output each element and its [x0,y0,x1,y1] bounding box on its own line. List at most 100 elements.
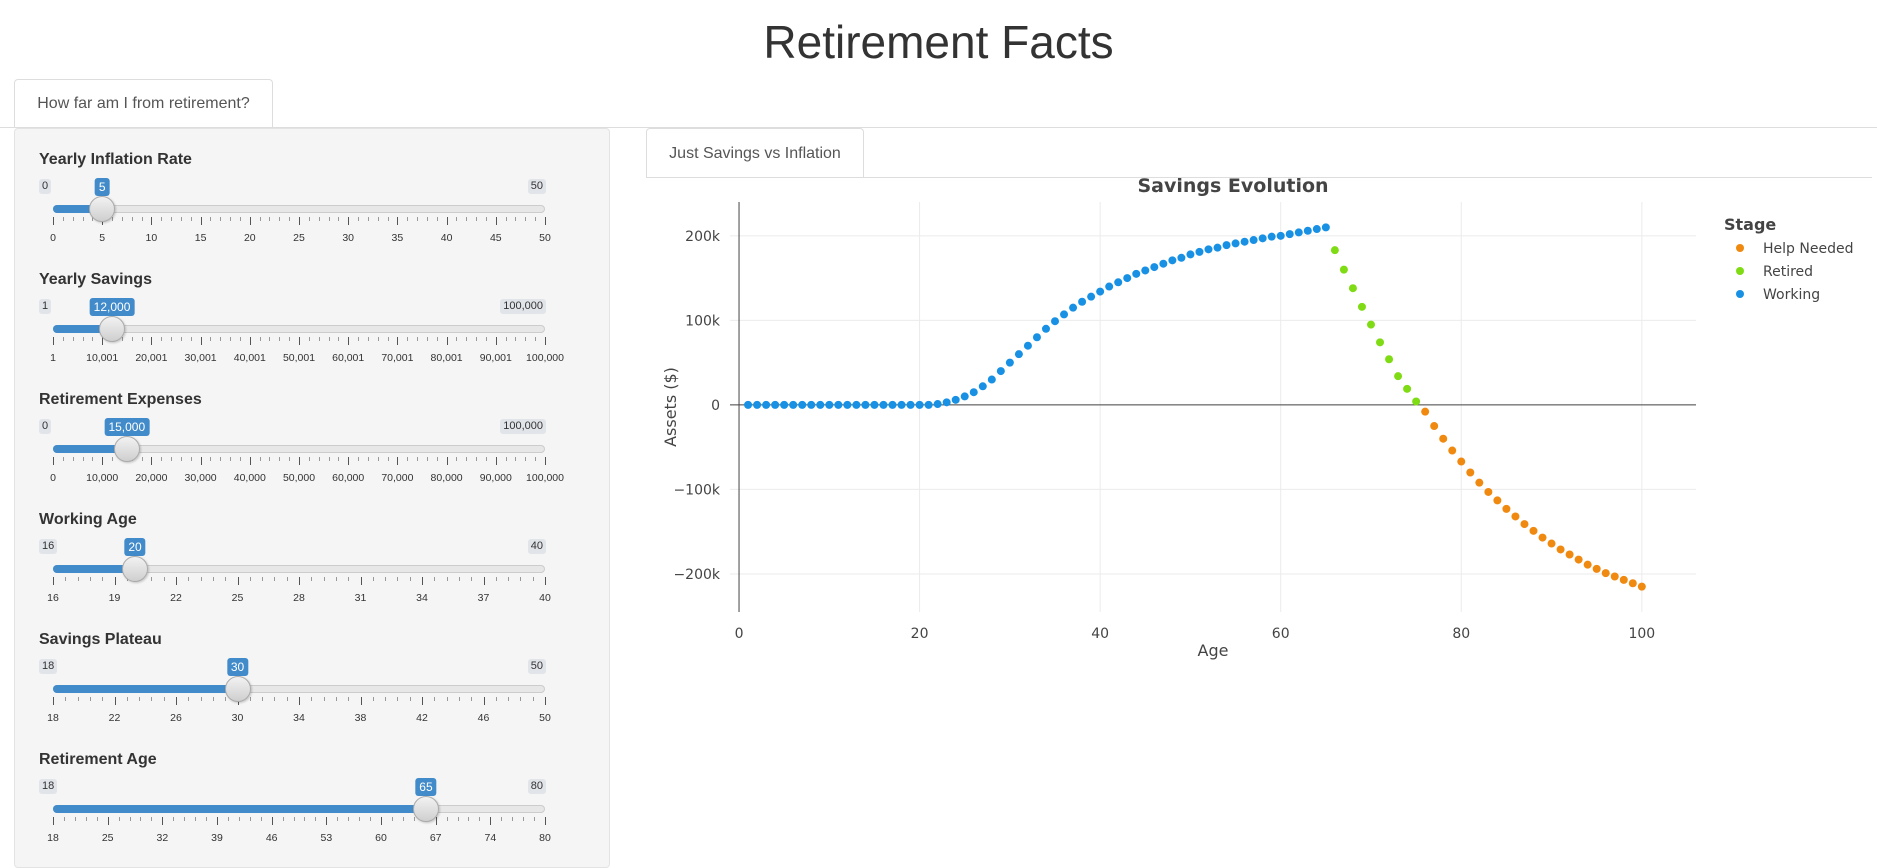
working-point [1069,303,1078,312]
slider-fill [53,565,135,573]
yearly-inflation-rate-slider[interactable]: Yearly Inflation Rate 0 50 5 0 5 10 15 20 25 30 35 4… [39,151,551,261]
slider-minor-tick [308,217,310,221]
slider-minor-tick [535,217,537,221]
slider-minor-tick [456,457,458,461]
slider-minor-tick [479,817,481,821]
slider-minor-tick [532,697,534,701]
working-point [1303,226,1312,235]
input-sidebar: Yearly Inflation Rate 0 50 5 0 5 10 15 20 25 30 35 4… [14,128,610,868]
working-point [1267,232,1276,241]
slider-label: Retirement Expenses [39,391,202,408]
slider-minor-tick [426,457,428,461]
help-needed-point [1493,496,1502,505]
slider-minor-tick [458,697,460,701]
slider-tick-label: 10,000 [86,472,119,484]
savings-evolution-chart: 0 20 40 60 80 100 200k 100k 0 −100k −200k Savings E… [646,172,1876,672]
slider-minor-tick [515,457,517,461]
slider-tick-label: 80,001 [430,352,463,364]
slider-minor-tick [512,817,514,821]
slider-minor-tick [458,577,460,581]
slider-minor-tick [118,817,120,821]
slider-minor-tick [269,457,271,461]
yearly-savings-slider[interactable]: Yearly Savings 1 100,000 12,000 1 10,001 20,00… [39,271,564,381]
slider-minor-tick [407,217,409,221]
slider-handle[interactable] [89,196,116,222]
slider-tick-label: 37 [477,592,490,604]
slider-value-badge: 20 [124,538,146,556]
tab-how-far-from-retirement[interactable]: How far am I from retirement? [14,79,273,127]
slider-minor-tick [457,817,459,821]
slider-tick-label: 38 [354,712,367,724]
working-point [1132,269,1141,278]
working-point [1258,234,1267,243]
slider-track[interactable] [53,325,545,333]
working-point [870,400,879,409]
slider-tick-label: 10 [145,232,158,244]
slider-handle[interactable] [99,316,126,342]
slider-track[interactable] [53,205,545,213]
slider-tick-label: 28 [293,592,305,604]
slider-minor-tick [367,457,369,461]
slider-minor-tick [220,457,222,461]
slider-minor-tick [328,457,330,461]
slider-minor-tick [65,577,67,581]
slider-minor-tick [131,337,133,341]
slider-major-tick [299,337,300,345]
slider-tick-label: 31 [354,592,367,604]
slider-major-tick [545,697,546,705]
working-point [1312,225,1321,234]
slider-tick-label: 46 [265,832,278,844]
slider-label: Retirement Age [39,751,157,768]
slider-major-tick [114,697,116,705]
working-age-slider[interactable]: Working Age 16 40 20 16 19 22 25 28 31 34 37 40 [39,511,551,621]
slider-tick-label: 40 [539,592,551,604]
slider-minor-tick [82,217,84,221]
slider-minor-tick [212,697,214,701]
slider-label: Savings Plateau [39,631,162,648]
slider-major-tick [299,697,300,705]
slider-tick-label: 60,000 [332,472,365,484]
slider-minor-tick [62,337,64,341]
retirement-expenses-slider[interactable]: Retirement Expenses 0 100,000 15,000 0 10,000… [39,391,564,501]
help-needed-point [1601,569,1610,578]
slider-max-label: 80 [527,779,546,794]
slider-tick-label: 90,001 [479,352,512,364]
slider-tick-label: 60 [375,832,387,844]
working-point [798,400,807,409]
slider-minor-tick [65,697,67,701]
slider-handle[interactable] [113,436,140,462]
slider-minor-tick [92,337,94,341]
chart-title: Savings Evolution [1137,175,1328,197]
app-title: Retirement Facts [763,16,1114,68]
slider-tick-label: 34 [416,592,428,604]
slider-minor-tick [171,217,173,221]
slider-max-label: 100,000 [500,419,546,434]
slider-minor-tick [180,217,182,221]
slider-major-tick [348,337,350,345]
slider-minor-tick [131,217,133,221]
slider-tick-label: 60,001 [332,352,365,364]
slider-major-tick [545,337,546,345]
slider-minor-tick [535,337,537,341]
slider-minor-tick [62,217,64,221]
legend-title: Stage [1724,215,1776,234]
x-tick-label: 60 [1272,626,1290,642]
slider-minor-tick [387,457,389,461]
working-point [843,400,852,409]
slider-tick-label: 70,000 [381,472,414,484]
savings-plateau-slider[interactable]: Savings Plateau 18 50 30 18 22 26 30 34 38 42 46 50 [39,631,551,741]
slider-minor-tick [318,457,320,461]
slider-handle[interactable] [412,796,439,822]
slider-minor-tick [72,337,74,341]
retirement-age-slider[interactable]: Retirement Age 18 80 65 18 25 32 39 46 53 60 67 74 80 [39,751,551,861]
slider-tick-label: 53 [320,832,333,844]
slider-major-tick [200,457,202,465]
slider-tick-label: 26 [170,712,182,724]
slider-handle[interactable] [122,556,148,582]
help-needed-point [1475,478,1484,487]
slider-minor-tick [407,337,409,341]
slider-handle[interactable] [224,676,251,702]
tab-just-savings-vs-inflation[interactable]: Just Savings vs Inflation [646,128,864,177]
y-tick-label: 100k [685,313,721,329]
slider-major-tick [249,337,251,345]
